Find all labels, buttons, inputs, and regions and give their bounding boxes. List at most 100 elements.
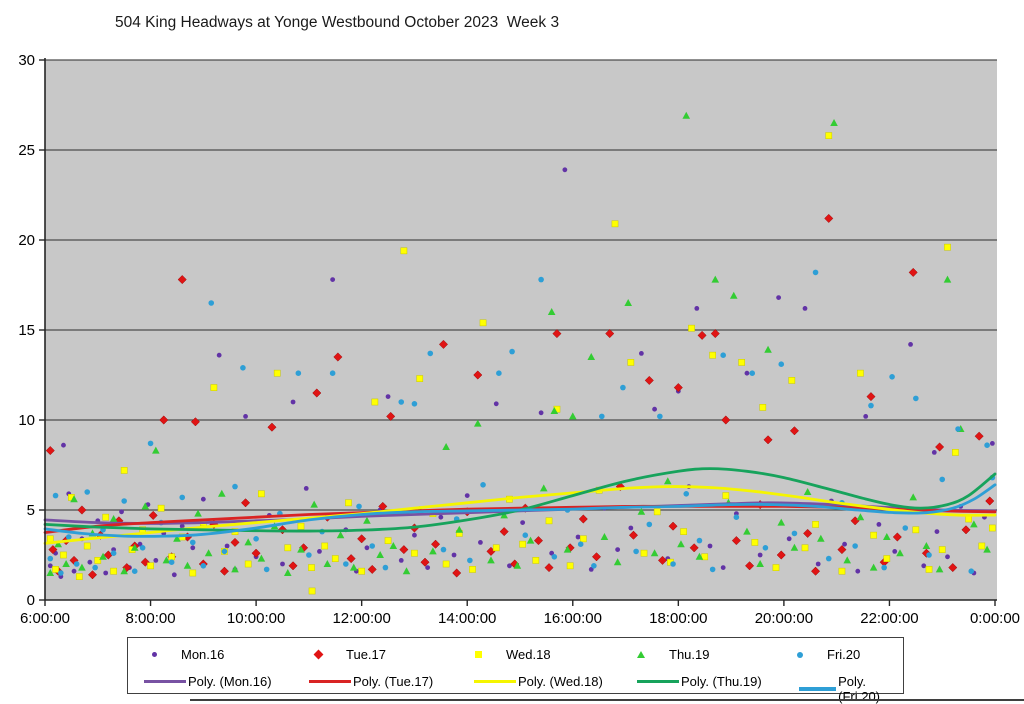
data-point-Mon.16 — [934, 529, 940, 534]
data-point-Mon.16 — [863, 414, 869, 419]
data-point-Wed.18 — [94, 557, 102, 564]
legend-label: Poly. (Thu.19) — [681, 674, 762, 689]
data-point-Tue.17 — [431, 539, 441, 549]
data-point-Fri.20 — [47, 555, 54, 562]
data-point-Thu.19 — [711, 275, 720, 283]
data-point-Thu.19 — [637, 507, 646, 515]
data-point-Wed.18 — [579, 535, 587, 543]
data-point-Fri.20 — [200, 563, 207, 569]
data-point-Fri.20 — [411, 401, 418, 407]
data-point-Wed.18 — [545, 517, 553, 525]
data-point-Wed.18 — [384, 537, 392, 544]
data-point-Mon.16 — [364, 545, 370, 551]
data-point-Fri.20 — [208, 300, 215, 306]
data-point-Mon.16 — [908, 342, 913, 347]
data-point-Wed.18 — [738, 359, 746, 366]
x-tick-label: 6:00:00 — [20, 610, 70, 627]
data-point-Wed.18 — [297, 522, 305, 530]
data-point-Tue.17 — [763, 435, 773, 445]
data-point-Mon.16 — [921, 563, 927, 569]
data-point-Tue.17 — [399, 545, 409, 555]
data-point-Tue.17 — [386, 411, 396, 421]
data-point-Fri.20 — [139, 545, 146, 551]
legend-entry-polythu19: Poly. (Thu.19) — [637, 674, 762, 689]
data-point-Tue.17 — [974, 431, 984, 441]
data-point-Thu.19 — [54, 540, 62, 548]
data-point-Thu.19 — [130, 543, 139, 551]
legend-entry-polytue17: Poly. (Tue.17) — [309, 674, 433, 689]
data-point-Tue.17 — [921, 548, 931, 558]
data-point-Tue.17 — [499, 527, 509, 537]
data-point-Fri.20 — [427, 350, 434, 357]
data-point-Mon.16 — [464, 493, 470, 498]
legend-entry-wed18: Wed.18 — [475, 647, 551, 662]
legend-entry-fri20: Fri.20 — [797, 647, 860, 662]
data-point-Mon.16 — [216, 352, 222, 358]
trendline-swatch-icon — [474, 679, 516, 684]
data-point-Mon.16 — [303, 486, 309, 491]
data-point-Fri.20 — [670, 561, 676, 567]
data-point-Mon.16 — [190, 545, 196, 551]
data-point-Mon.16 — [103, 570, 109, 576]
data-point-Wed.18 — [532, 557, 540, 564]
data-point-Thu.19 — [152, 446, 160, 454]
data-point-Tue.17 — [731, 536, 741, 546]
data-point-Thu.19 — [429, 547, 437, 555]
data-point-Thu.19 — [909, 493, 917, 501]
data-point-Tue.17 — [908, 267, 918, 277]
data-point-Mon.16 — [290, 399, 296, 405]
data-point-Mon.16 — [757, 552, 763, 558]
data-point-Thu.19 — [983, 545, 991, 553]
data-point-Thu.19 — [600, 533, 609, 540]
data-point-Tue.17 — [219, 566, 229, 576]
data-point-Thu.19 — [389, 542, 398, 549]
data-point-Tue.17 — [961, 525, 971, 535]
data-point-Fri.20 — [263, 566, 270, 573]
triangle-marker-icon — [637, 651, 645, 658]
data-point-Fri.20 — [168, 559, 175, 565]
data-point-Fri.20 — [812, 269, 819, 276]
data-point-Mon.16 — [243, 414, 248, 419]
data-point-Tue.17 — [288, 561, 298, 571]
data-point-Mon.16 — [451, 552, 457, 558]
data-point-Thu.19 — [402, 567, 411, 575]
data-point-Wed.18 — [640, 549, 648, 557]
data-point-Thu.19 — [563, 545, 572, 553]
data-point-Thu.19 — [830, 119, 838, 126]
data-point-Wed.18 — [944, 243, 951, 251]
data-point-Thu.19 — [756, 560, 764, 567]
data-point-Thu.19 — [743, 527, 751, 535]
data-point-Tue.17 — [438, 339, 449, 349]
data-point-Thu.19 — [869, 563, 878, 571]
y-tick-label: 30 — [18, 52, 35, 69]
x-tick-label: 0:00:00 — [970, 610, 1020, 627]
data-point-Mon.16 — [398, 558, 404, 563]
data-point-Mon.16 — [842, 541, 847, 547]
data-point-Mon.16 — [562, 167, 568, 173]
data-point-Mon.16 — [179, 523, 185, 529]
data-point-Thu.19 — [777, 518, 786, 526]
data-point-Wed.18 — [857, 369, 864, 377]
data-point-Thu.19 — [803, 488, 812, 495]
data-point-Wed.18 — [838, 567, 846, 575]
data-point-Fri.20 — [762, 545, 769, 551]
data-point-Thu.19 — [843, 556, 852, 564]
diamond-marker-icon — [313, 649, 324, 660]
data-point-Fri.20 — [52, 492, 59, 499]
data-point-Thu.19 — [624, 299, 632, 306]
data-point-Wed.18 — [701, 553, 709, 561]
legend-label: Wed.18 — [506, 647, 551, 662]
data-point-Fri.20 — [791, 530, 798, 537]
data-point-Tue.17 — [697, 330, 707, 340]
data-point-Thu.19 — [363, 516, 371, 524]
data-point-Fri.20 — [591, 563, 597, 569]
data-point-Thu.19 — [99, 552, 107, 560]
data-point-Tue.17 — [267, 422, 277, 432]
data-point-Mon.16 — [478, 540, 483, 545]
y-tick-label: 0 — [27, 592, 35, 609]
data-point-Fri.20 — [189, 539, 196, 546]
data-point-Thu.19 — [283, 569, 292, 576]
chart-title: 504 King Headways at Yonge Westbound Oct… — [115, 14, 560, 31]
data-point-Wed.18 — [751, 539, 759, 546]
data-point-Tue.17 — [605, 329, 615, 339]
